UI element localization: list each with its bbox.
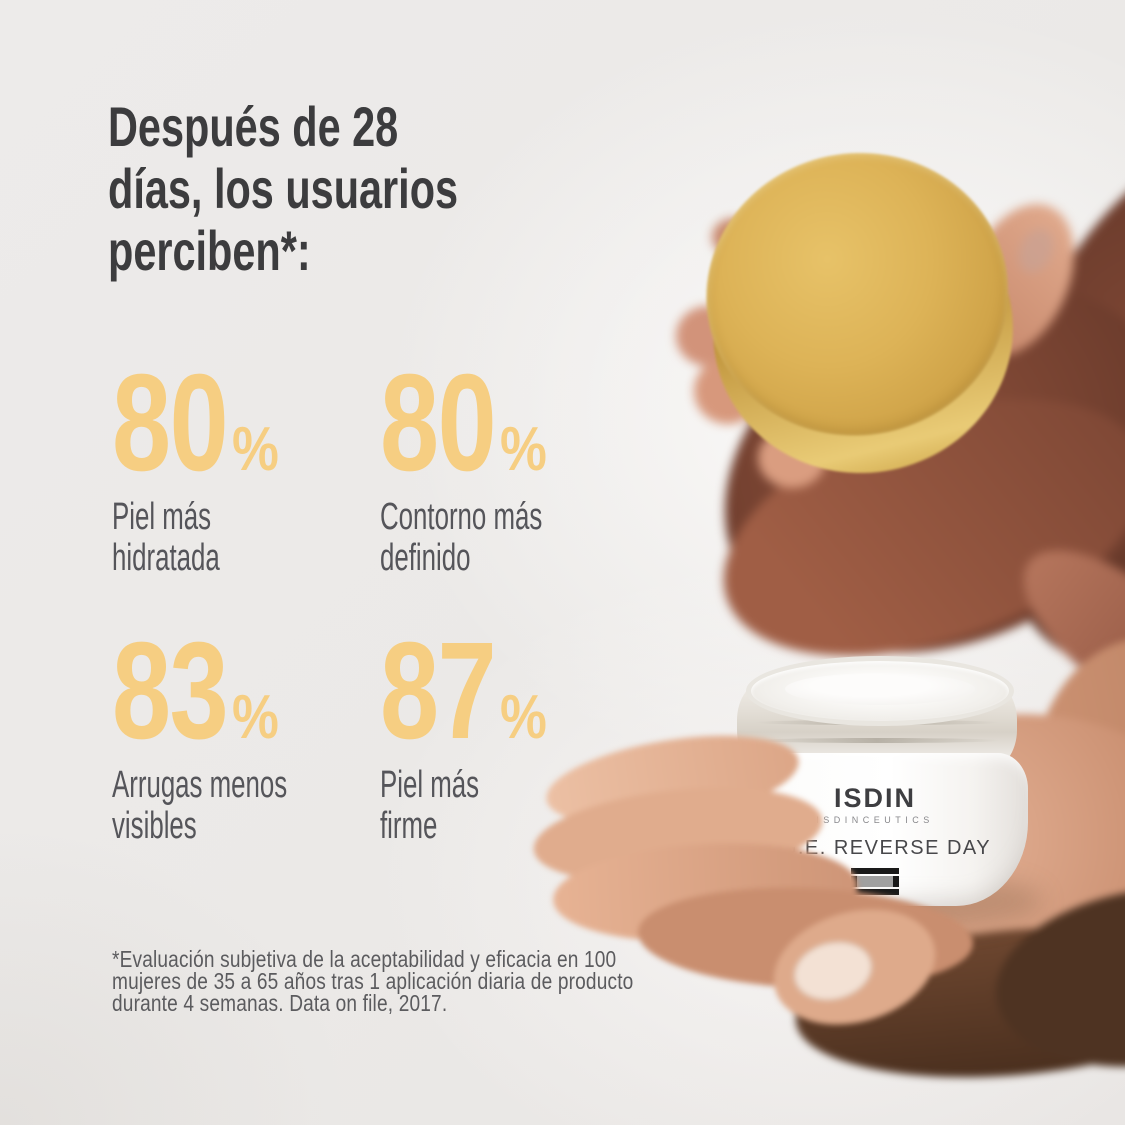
jar-glass-rim (737, 656, 1017, 770)
logo-bar-bottom (851, 889, 899, 895)
jar-opening (746, 656, 1014, 726)
logo-bar-top (851, 868, 899, 874)
brand-name: ISDIN (833, 783, 916, 813)
thread-line (753, 738, 1001, 743)
brand-line: ISDINCEUTICS (816, 815, 934, 825)
cream-surface (785, 673, 975, 705)
